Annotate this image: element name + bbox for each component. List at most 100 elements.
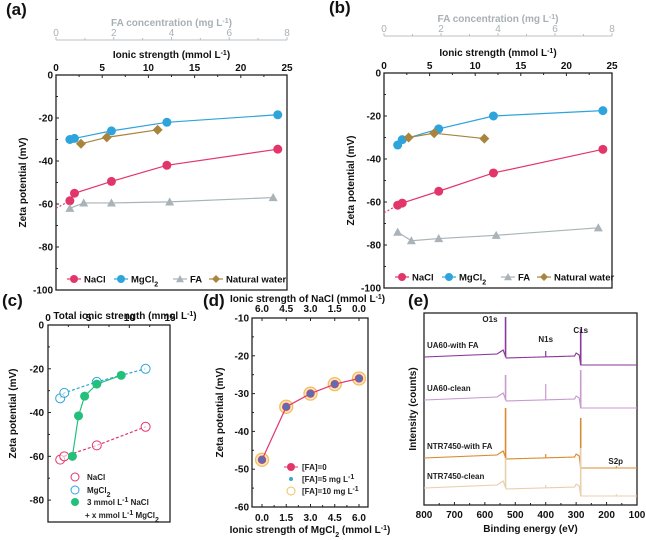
data-point-open <box>91 440 102 451</box>
chart-e: 800 700 600 500 400 300 200 100 Binding energy (… <box>408 312 646 535</box>
legend-label-part: 2 <box>155 517 159 524</box>
legend-marker <box>445 273 453 281</box>
data-point-fa <box>165 197 175 206</box>
panel-label-e: (e) <box>408 291 429 310</box>
legend-label: [FA]=0 <box>302 463 327 472</box>
y-tick-label: 0 <box>38 321 44 332</box>
x-axis-title-part: ) <box>227 50 230 61</box>
legend-label: NaCl <box>87 473 105 482</box>
data-point-nacl <box>65 196 75 206</box>
series-line <box>59 368 146 399</box>
data-point-fa <box>491 230 501 239</box>
x-tick-label: 0 <box>45 313 51 324</box>
x2-tick-label: 4.5 <box>279 304 293 315</box>
legend-label: + x mmol L-1 MgCl2 <box>85 510 159 524</box>
panel-label-b: (b) <box>329 0 351 17</box>
y-tick-label: -10 <box>235 314 250 325</box>
legend-label: 3 mmol L-1 NaCl <box>87 497 149 508</box>
data-point-open <box>59 387 70 398</box>
legend-label-part: [FA]=10 mg L <box>302 487 353 496</box>
x-tick-label: 400 <box>537 510 554 521</box>
y-tick-label: -60 <box>39 200 54 211</box>
fa-axis-title-part: FA concentration (mg L <box>111 18 222 29</box>
x-tick-label: 15 <box>189 63 201 74</box>
x-tick-label: 3.0 <box>304 513 318 524</box>
data-point-natural-water <box>152 124 163 135</box>
data-point-nacl <box>162 160 172 170</box>
legend-label: NaCl <box>84 275 106 286</box>
x2-axis-title-part: -1 <box>376 294 382 301</box>
x-tick-label: 15 <box>515 61 527 72</box>
x-tick-label: 200 <box>598 510 615 521</box>
fa-tick-label: 8 <box>284 28 290 39</box>
series-line-mgcl2 <box>397 110 603 146</box>
x-axis-title-part: Total ionic strength (mmol L <box>53 311 187 322</box>
x-tick-label: 20 <box>561 61 573 72</box>
y-tick-label: -30 <box>235 389 250 400</box>
x-tick-label: 5 <box>427 61 433 72</box>
data-point-natural-water <box>479 133 490 144</box>
data-point-nacl <box>488 168 498 178</box>
x-axis-title-part: ) <box>387 525 390 536</box>
x-tick-label: 500 <box>507 510 524 521</box>
legend-label: MgCl2 <box>87 486 111 499</box>
data-point-natural-water <box>101 132 112 143</box>
series-line-nacl <box>69 148 278 202</box>
legend-label: MgCl2 <box>459 273 486 287</box>
x-tick-label: 15 <box>164 313 176 324</box>
legend-marker <box>540 273 548 281</box>
y-axis-title: Zeta potential (mV) <box>346 135 357 225</box>
series-line-mgcl2 <box>69 114 278 141</box>
fa-axis-title-part: FA concentration (mg L <box>438 14 549 25</box>
y-tick-label: -60 <box>30 452 45 463</box>
data-point-filled <box>74 411 83 421</box>
x2-tick-label: 6.0 <box>255 304 269 315</box>
data-point-fa <box>434 234 444 243</box>
data-point-filled <box>116 370 126 380</box>
x-axis-title-part: -1 <box>187 311 193 318</box>
x-axis-title-part: Ionic strength (mmol L <box>113 50 221 61</box>
legend-label: Natural water <box>226 275 286 286</box>
spectrum-label: UA60-with FA <box>427 341 479 350</box>
x-tick-label: 10 <box>124 313 136 324</box>
data-point-fa <box>393 227 403 236</box>
series-line-natural-water <box>80 129 158 145</box>
legend-label-part: 2 <box>154 281 158 288</box>
data-point-fa5 <box>307 390 314 398</box>
spectrum-label: NTR7450-clean <box>427 472 484 481</box>
panel-label-c: (c) <box>2 291 23 310</box>
legend-marker <box>70 472 80 482</box>
x-tick-label: 700 <box>446 510 463 521</box>
x-axis-title-part: (mmol L <box>339 525 381 536</box>
y-tick-label: -80 <box>367 241 382 252</box>
data-point-nacl <box>69 188 79 198</box>
chart-c: Total ionic strength (mmol L-1)0 5 10 150-2… <box>8 311 197 524</box>
spectrum-ntr7450-clean <box>423 480 637 497</box>
x-tick-label: 600 <box>477 510 494 521</box>
x2-axis-title-part: ) <box>382 294 385 305</box>
nacl-extrapolation <box>55 200 71 209</box>
fa-axis-title-part: -1 <box>222 18 228 25</box>
fa-tick-label: 0 <box>53 28 59 39</box>
peak-label-c1s: C1s <box>573 326 588 335</box>
y-tick-label: -100 <box>33 286 53 297</box>
data-point-fa <box>268 193 278 202</box>
data-point-nacl <box>106 176 116 186</box>
fa-axis-title-part: ) <box>555 14 558 25</box>
data-point-fa5 <box>355 374 363 382</box>
data-point-mgcl2 <box>488 111 498 121</box>
x-tick-label: 10 <box>143 63 155 74</box>
y-tick-label: -20 <box>367 112 382 123</box>
legend-marker <box>398 273 406 281</box>
x2-axis-title: Ionic strength of NaCl (mmol L-1) <box>230 294 385 306</box>
data-point-fa <box>79 198 89 207</box>
legend-label-part: 2 <box>482 279 486 286</box>
data-point-natural-water <box>429 128 440 139</box>
x-axis-title: Ionic strength of MgCl2 (mmol L-1) <box>230 525 391 539</box>
legend-label: NaCl <box>412 273 434 284</box>
y-tick-label: -40 <box>39 157 54 168</box>
data-point-filled <box>67 451 77 461</box>
y-tick-label: 0 <box>47 71 53 82</box>
data-point-mgcl2 <box>106 126 116 136</box>
